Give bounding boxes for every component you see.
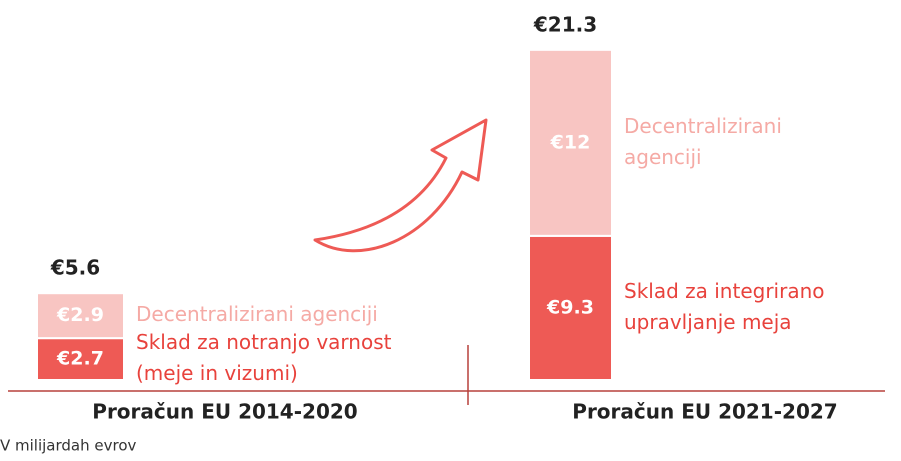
arrow bbox=[313, 118, 488, 253]
segment-label: agenciji bbox=[624, 145, 702, 169]
note: V milijardah evrov bbox=[0, 437, 137, 455]
bar-segment bbox=[528, 234, 613, 381]
segment-label: Sklad za notranjo varnost bbox=[136, 330, 392, 354]
value-label: €2.9 bbox=[56, 304, 104, 326]
value-label: €9.3 bbox=[546, 296, 594, 318]
value-label: €12 bbox=[550, 131, 591, 153]
segment-label: upravljanje meja bbox=[624, 310, 792, 334]
bar-segment bbox=[528, 48, 613, 237]
segment-label: Decentralizirani bbox=[624, 114, 782, 138]
total-label: €21.3 bbox=[533, 12, 597, 36]
segment-label: Sklad za integrirano bbox=[624, 279, 825, 303]
category-label: Proračun EU 2021-2027 bbox=[572, 400, 837, 424]
segment-label: Decentralizirani agenciji bbox=[136, 302, 378, 326]
value-label: €2.7 bbox=[56, 348, 104, 370]
category-label: Proračun EU 2014-2020 bbox=[92, 400, 357, 424]
total-label: €5.6 bbox=[50, 256, 100, 280]
segment-label: (meje in vizumi) bbox=[136, 361, 298, 385]
bar-segment bbox=[36, 292, 125, 340]
bar-segment bbox=[36, 337, 125, 381]
